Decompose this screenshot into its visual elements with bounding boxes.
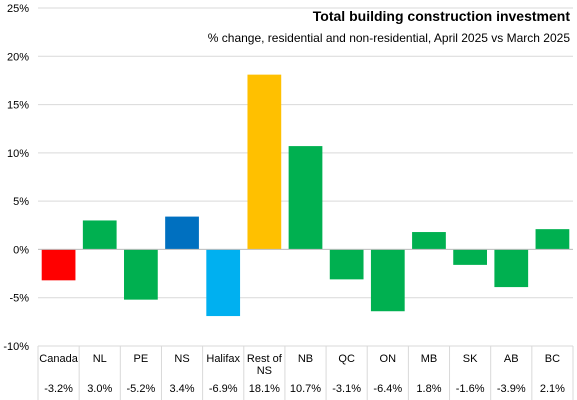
value-label: 18.1% — [249, 383, 280, 395]
y-tick-label: 5% — [13, 196, 29, 208]
bar-sk — [453, 249, 487, 265]
value-label: -1.6% — [456, 383, 485, 395]
bar-bc — [535, 229, 570, 250]
value-label: 10.7% — [290, 383, 321, 395]
y-tick-label: -5% — [9, 293, 29, 305]
bar-mb — [412, 232, 446, 250]
x-tick-label: NS — [174, 353, 189, 365]
bar-pe — [124, 249, 158, 300]
x-tick-label: MB — [421, 353, 438, 365]
chart-subtitle: % change, residential and non-residentia… — [207, 31, 570, 45]
y-tick-label: 10% — [7, 148, 29, 160]
bar-rest-of-ns — [247, 74, 282, 250]
x-tick-label: BC — [545, 353, 560, 365]
bar-ab — [494, 249, 529, 288]
x-tick-label: NL — [93, 353, 107, 365]
y-tick-label: 15% — [7, 100, 29, 112]
value-label: -3.1% — [332, 383, 361, 395]
bar-canada — [41, 249, 76, 281]
x-tick-label: Rest of NS — [247, 353, 283, 377]
value-label: -3.9% — [497, 383, 526, 395]
x-tick-label: PE — [134, 353, 149, 365]
x-tick-label: AB — [504, 353, 519, 365]
x-tick-label: SK — [463, 353, 478, 365]
value-label: -6.9% — [209, 383, 238, 395]
y-tick-label: -10% — [3, 341, 29, 353]
bar-qc — [329, 249, 364, 280]
value-label: 1.8% — [416, 383, 441, 395]
y-tick-label: 0% — [13, 244, 29, 256]
y-tick-label: 25% — [7, 3, 29, 15]
value-label: -5.2% — [127, 383, 156, 395]
bar-ns — [165, 216, 199, 250]
value-label: 3.0% — [87, 383, 112, 395]
value-label: 3.4% — [169, 383, 194, 395]
x-tick-label: QC — [338, 353, 355, 365]
x-tick-label: NB — [298, 353, 313, 365]
value-label: 2.1% — [540, 383, 565, 395]
x-tick-label: Canada — [39, 353, 78, 365]
y-tick-label: 20% — [7, 51, 29, 63]
value-label: -3.2% — [44, 383, 73, 395]
chart-title: Total building construction investment — [312, 8, 570, 24]
bar-nb — [288, 146, 323, 250]
x-tick-label: Halifax — [206, 353, 240, 365]
bar-nl — [82, 220, 117, 250]
bar-halifax — [206, 249, 241, 317]
value-label: -6.4% — [373, 383, 402, 395]
bar-on — [370, 249, 405, 312]
x-tick-label: ON — [380, 353, 397, 365]
